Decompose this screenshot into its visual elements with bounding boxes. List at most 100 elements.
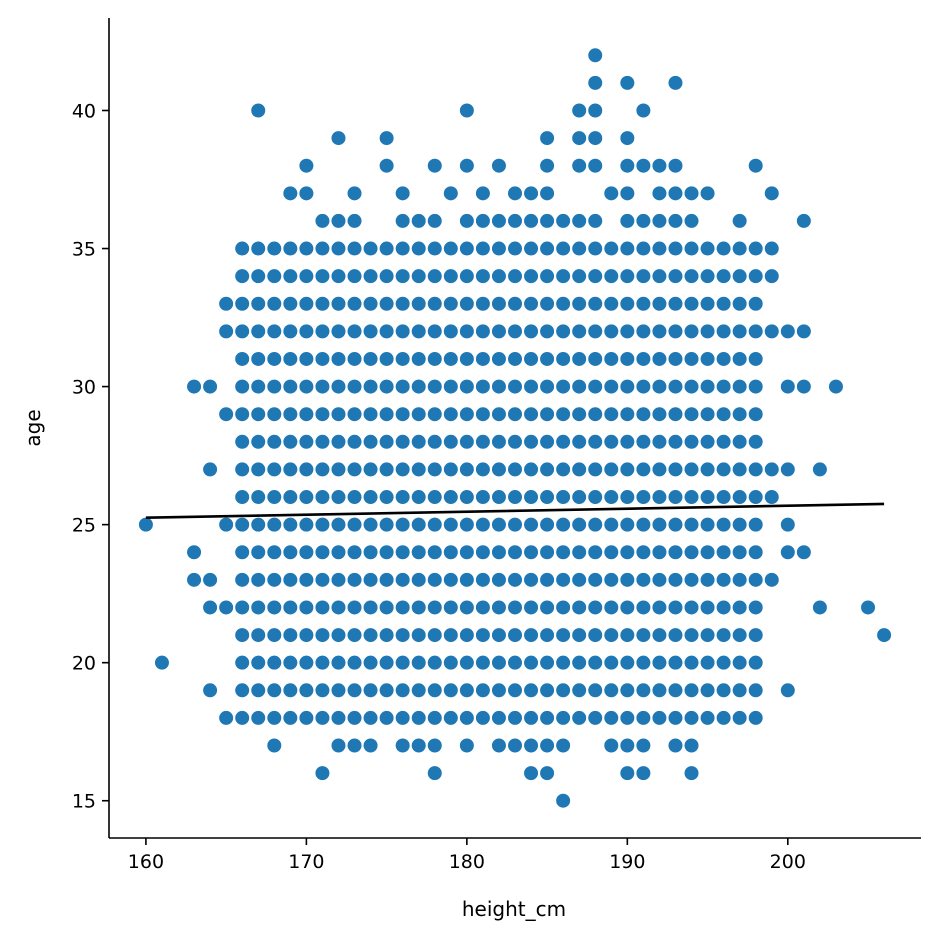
data-point bbox=[587, 323, 603, 339]
data-point bbox=[651, 489, 668, 505]
data-point bbox=[266, 406, 282, 422]
data-point bbox=[459, 489, 475, 505]
data-point bbox=[539, 599, 555, 616]
data-point bbox=[603, 351, 619, 367]
data-point bbox=[475, 682, 491, 698]
data-point bbox=[603, 185, 619, 201]
data-point bbox=[491, 572, 507, 588]
data-point bbox=[250, 296, 266, 312]
data-point bbox=[635, 655, 651, 671]
data-point bbox=[427, 627, 443, 643]
data-point bbox=[635, 710, 651, 726]
data-point bbox=[475, 296, 491, 312]
data-point bbox=[314, 351, 331, 367]
data-point bbox=[362, 544, 379, 560]
x-tick-label: 160 bbox=[128, 851, 164, 873]
data-point bbox=[379, 130, 395, 146]
data-point bbox=[619, 599, 635, 616]
axes-layer: 160 170 180 190 200 15 20 25 30 35 40 bbox=[72, 18, 921, 873]
data-point bbox=[635, 461, 651, 478]
data-point bbox=[748, 682, 764, 698]
data-point bbox=[298, 544, 314, 560]
data-point bbox=[282, 351, 298, 367]
data-point bbox=[475, 572, 491, 588]
data-point bbox=[796, 323, 812, 339]
data-point bbox=[523, 682, 539, 698]
data-point bbox=[234, 378, 250, 395]
data-point bbox=[298, 461, 314, 478]
data-point bbox=[427, 158, 443, 174]
data-point bbox=[555, 710, 571, 726]
data-point bbox=[651, 158, 668, 174]
data-point bbox=[282, 461, 298, 478]
data-point bbox=[330, 296, 347, 312]
y-tick-label: 40 bbox=[72, 100, 96, 122]
data-point bbox=[266, 599, 282, 616]
data-point bbox=[507, 351, 523, 367]
data-point bbox=[716, 406, 732, 422]
data-point bbox=[732, 268, 748, 284]
data-point bbox=[732, 655, 748, 671]
data-point bbox=[507, 323, 523, 339]
data-point bbox=[362, 489, 379, 505]
data-point bbox=[362, 268, 379, 284]
data-point bbox=[683, 599, 700, 616]
data-point bbox=[539, 268, 555, 284]
data-point bbox=[555, 213, 571, 229]
data-point bbox=[603, 461, 619, 478]
data-point bbox=[603, 737, 619, 754]
data-point bbox=[523, 655, 539, 671]
data-point bbox=[555, 296, 571, 312]
data-point bbox=[667, 517, 684, 533]
data-point bbox=[716, 240, 732, 257]
data-point bbox=[427, 434, 443, 450]
data-point bbox=[427, 599, 443, 616]
data-point bbox=[603, 710, 619, 726]
data-point bbox=[475, 710, 491, 726]
data-point bbox=[459, 102, 475, 119]
data-point bbox=[250, 517, 266, 533]
data-point bbox=[266, 323, 282, 339]
data-point bbox=[427, 517, 443, 533]
data-point bbox=[571, 351, 587, 367]
data-point bbox=[459, 544, 475, 560]
data-point bbox=[539, 489, 555, 505]
data-point bbox=[699, 434, 716, 450]
data-point bbox=[571, 102, 587, 119]
x-tick-label: 200 bbox=[770, 851, 806, 873]
data-point bbox=[427, 710, 443, 726]
data-point bbox=[459, 296, 475, 312]
data-point bbox=[507, 627, 523, 643]
data-point bbox=[523, 213, 539, 229]
data-point bbox=[683, 406, 700, 422]
data-point bbox=[507, 599, 523, 616]
data-point bbox=[202, 572, 218, 588]
data-point bbox=[459, 682, 475, 698]
data-point bbox=[587, 378, 603, 395]
data-point bbox=[250, 434, 266, 450]
data-point bbox=[250, 599, 266, 616]
data-point bbox=[523, 351, 539, 367]
data-point bbox=[619, 268, 635, 284]
data-point bbox=[571, 517, 587, 533]
data-point bbox=[234, 323, 250, 339]
data-point bbox=[748, 434, 764, 450]
data-point bbox=[748, 710, 764, 726]
data-point bbox=[764, 461, 780, 478]
data-point bbox=[298, 599, 314, 616]
data-point bbox=[491, 434, 507, 450]
data-point bbox=[298, 268, 314, 284]
data-point bbox=[651, 434, 668, 450]
data-point bbox=[459, 461, 475, 478]
data-point bbox=[298, 185, 314, 201]
data-point bbox=[716, 655, 732, 671]
data-point bbox=[523, 517, 539, 533]
data-point bbox=[250, 240, 266, 257]
data-point bbox=[635, 213, 651, 229]
data-point bbox=[716, 572, 732, 588]
data-point bbox=[603, 599, 619, 616]
data-point bbox=[314, 240, 331, 257]
data-point bbox=[748, 599, 764, 616]
data-point bbox=[282, 572, 298, 588]
